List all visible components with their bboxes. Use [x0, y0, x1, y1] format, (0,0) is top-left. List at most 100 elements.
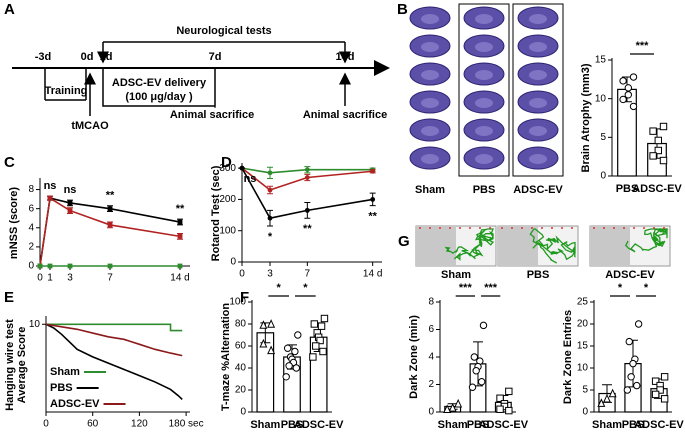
- point: [177, 263, 183, 269]
- track: [444, 228, 495, 261]
- annotation: **: [368, 211, 377, 223]
- point: [496, 405, 504, 413]
- y-axis-label: Rotarod Test (sec): [210, 165, 222, 261]
- point: [649, 152, 657, 160]
- point: [448, 402, 457, 412]
- point: [320, 314, 329, 323]
- x-tick-label: PBS: [622, 419, 645, 431]
- y-tick-label: 0: [230, 257, 236, 268]
- point: [660, 373, 669, 381]
- maze-dot: [663, 227, 665, 229]
- track: [529, 228, 576, 264]
- x-tick-label: ADSC-EV: [632, 183, 682, 195]
- point: [629, 102, 638, 111]
- series-line: [45, 323, 183, 401]
- maze-dot: [623, 227, 625, 229]
- sacrifice-label: Animal sacrifice: [170, 109, 254, 121]
- y-axis-label: Dark Zone (min): [408, 315, 420, 399]
- brain-core: [421, 98, 439, 108]
- maze-dot: [593, 227, 595, 229]
- point: [370, 197, 376, 202]
- x-tick-label: 14 d: [170, 273, 189, 284]
- point: [304, 175, 310, 180]
- annotation: **: [176, 203, 185, 215]
- point: [603, 393, 611, 403]
- x-tick-label: 0: [37, 273, 43, 284]
- maze-dot: [429, 227, 431, 229]
- day-label: 1d: [100, 51, 113, 63]
- y-tick-label: 0: [600, 171, 606, 182]
- image-label: ADSC-EV: [605, 269, 655, 281]
- point: [659, 122, 668, 131]
- point: [319, 347, 327, 356]
- series-line: [241, 167, 373, 220]
- point: [477, 378, 486, 386]
- point: [259, 338, 268, 348]
- series-line: [45, 323, 183, 357]
- y-axis-label: Average Score: [16, 327, 28, 404]
- point: [624, 84, 633, 92]
- y-tick-label: 4: [28, 222, 34, 233]
- point: [659, 156, 668, 165]
- x-tick-label: ADSC-EV: [479, 419, 529, 431]
- point: [370, 168, 376, 174]
- point: [505, 387, 513, 396]
- point: [619, 95, 627, 104]
- image-label: ADSC-EV: [513, 184, 563, 196]
- x-tick-label: PBS: [467, 419, 490, 431]
- point: [294, 331, 302, 339]
- y-tick-label: 200: [219, 194, 236, 205]
- y-tick-label: 100: [229, 297, 246, 308]
- point: [309, 353, 317, 361]
- brain-core: [529, 14, 547, 24]
- maze-dot: [459, 227, 461, 229]
- point: [67, 208, 73, 213]
- point: [267, 215, 273, 221]
- brain-images: Sham PBS ADSC-EV: [405, 3, 564, 196]
- brain-core: [475, 154, 493, 164]
- maze-dot: [561, 227, 563, 229]
- point: [107, 222, 113, 228]
- x-tick-label: 3: [67, 273, 73, 284]
- y-tick-label: 300: [219, 163, 236, 174]
- y-tick-label: 20: [577, 319, 589, 330]
- legend-label: PBS: [50, 382, 73, 394]
- brain-core: [421, 42, 439, 52]
- point: [267, 345, 276, 355]
- maze-dot: [511, 227, 513, 229]
- point: [107, 206, 113, 212]
- maze-dot: [551, 227, 553, 229]
- y-tick-label: 0: [428, 407, 434, 418]
- treatment-dose: (100 μg/day ): [125, 91, 193, 103]
- brain-core: [529, 154, 547, 164]
- point: [312, 342, 320, 350]
- significance-label: ***: [484, 282, 498, 294]
- significance-label: ***: [459, 282, 473, 294]
- brain-core: [421, 154, 439, 164]
- y-tick-label: 6: [428, 324, 434, 335]
- x-tick-label: 7: [305, 269, 311, 280]
- maze-dot: [479, 227, 481, 229]
- significance-label: ***: [636, 40, 650, 52]
- timeline: A Neurological tests -3d 0d 1d 7d 14d Tr…: [4, 1, 390, 132]
- brain-core: [421, 14, 439, 24]
- point: [496, 394, 504, 402]
- x-tick-label: ADSC-EV: [294, 419, 344, 431]
- panel-letter: F: [240, 289, 249, 306]
- point: [267, 319, 276, 328]
- track: [625, 227, 669, 253]
- x-tick-label: ADSC-EV: [634, 419, 684, 431]
- maze-dot: [571, 227, 573, 229]
- tests-title: Neurological tests: [176, 25, 271, 37]
- y-tick-label: 10: [29, 319, 41, 330]
- point: [656, 386, 664, 394]
- x-tick-label: 7: [107, 273, 113, 284]
- x-tick-label: 60: [87, 419, 99, 430]
- series-line: [241, 167, 373, 174]
- image-label: Sham: [415, 184, 445, 196]
- brain-core: [529, 126, 547, 136]
- point: [470, 353, 479, 361]
- significance-label: *: [277, 282, 282, 294]
